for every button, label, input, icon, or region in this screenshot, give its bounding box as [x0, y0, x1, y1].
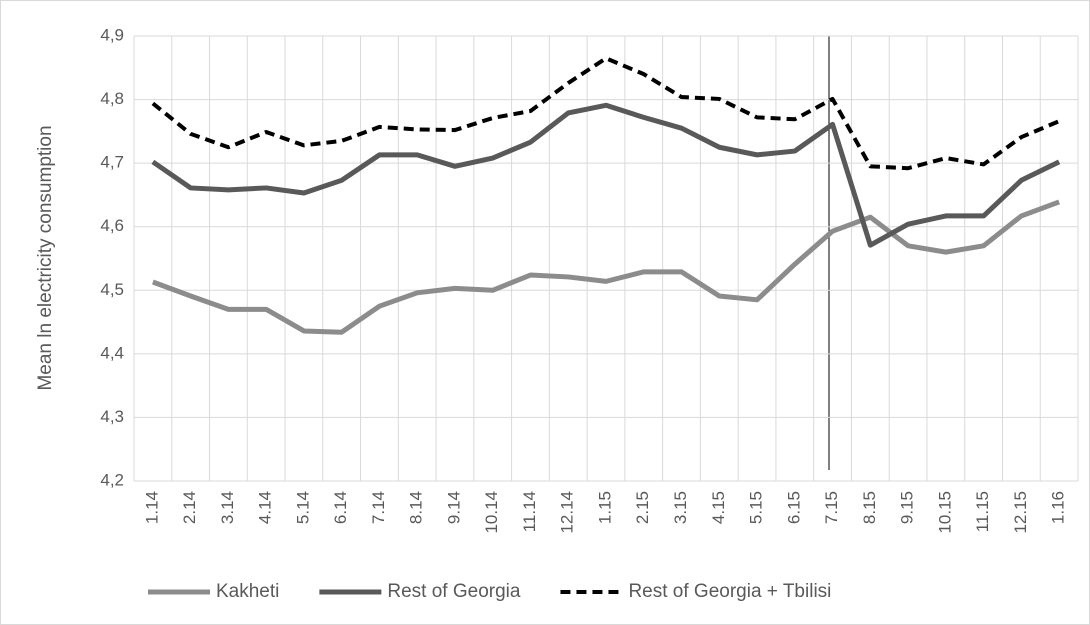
x-tick-label: 2.14 [180, 491, 199, 524]
legend-label: Kakheti [216, 581, 279, 602]
x-tick-label: 6.15 [784, 491, 803, 524]
x-tick-label: 1.16 [1049, 491, 1068, 524]
x-tick-label: 11.14 [520, 491, 539, 532]
x-tick-label: 10.14 [482, 491, 501, 534]
x-tick-label: 5.15 [747, 491, 766, 524]
legend-label: Rest of Georgia + Tbilisi [628, 581, 831, 602]
x-tick-label: 5.14 [293, 491, 312, 524]
x-tick-label: 9.14 [444, 491, 463, 524]
x-tick-label: 1.14 [142, 491, 161, 524]
x-tick-label: 8.15 [860, 491, 879, 524]
y-tick-label: 4,2 [100, 470, 124, 489]
x-tick-label: 12.14 [558, 491, 577, 534]
x-tick-label: 8.14 [407, 491, 426, 524]
x-tick-label: 10.15 [935, 491, 954, 534]
x-tick-label: 2.15 [633, 491, 652, 524]
x-tick-label: 4.15 [709, 491, 728, 524]
x-tick-label: 12.15 [1011, 491, 1030, 534]
series-line [152, 199, 1060, 335]
x-tick-label: 7.14 [369, 491, 388, 524]
y-tick-label: 4,7 [100, 153, 124, 172]
legend-label: Rest of Georgia [387, 581, 520, 602]
y-tick-label: 4,3 [100, 407, 124, 426]
x-tick-label: 9.15 [898, 491, 917, 524]
x-tick-label: 3.14 [218, 491, 237, 524]
x-tick-label: 11.15 [973, 491, 992, 532]
y-tick-label: 4,9 [100, 25, 124, 44]
y-tick-label: 4,6 [100, 216, 124, 235]
y-tick-label: 4,5 [100, 280, 124, 299]
x-tick-label: 6.14 [331, 491, 350, 524]
series-line [151, 56, 1060, 171]
x-tick-label: 4.14 [256, 491, 275, 524]
x-tick-label: 7.15 [822, 491, 841, 524]
y-tick-label: 4,8 [100, 89, 124, 108]
x-tick-label: 3.15 [671, 491, 690, 524]
series-line [151, 102, 1061, 248]
y-axis-title: Mean ln electricity consumption [35, 125, 56, 390]
y-tick-label: 4,4 [100, 343, 124, 362]
x-tick-label: 1.15 [595, 491, 614, 524]
